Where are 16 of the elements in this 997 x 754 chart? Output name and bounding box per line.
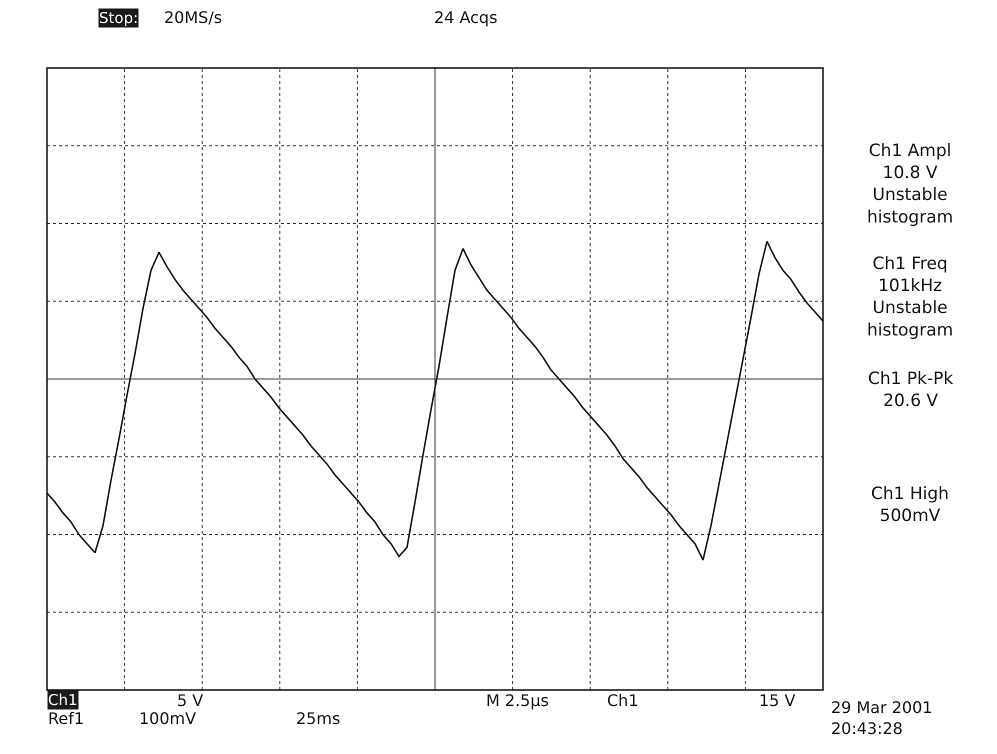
text: Ch1 Pk-Pk 20.6 V bbox=[868, 369, 954, 412]
text: Ch1 Freq 101kHz Unstable histogram bbox=[867, 254, 954, 340]
text: Ref1 bbox=[48, 709, 84, 728]
text: Ch1 bbox=[607, 691, 638, 710]
text: 100mV bbox=[139, 709, 196, 728]
text: 29 Mar 2001 20:43:28 bbox=[831, 698, 932, 738]
text: M 2.5µs bbox=[486, 691, 549, 710]
text: Ch1 Ampl 10.8 V Unstable histogram bbox=[867, 141, 954, 228]
text: 24 Acqs bbox=[434, 8, 498, 27]
text: Stop: bbox=[99, 9, 138, 27]
text: 25ms bbox=[296, 709, 340, 728]
text: 20MS/s bbox=[164, 8, 222, 27]
text: Ch1 High 500mV bbox=[871, 484, 949, 526]
text: 15 V bbox=[759, 691, 796, 710]
text: Ch1 bbox=[48, 691, 78, 709]
text: 5 V bbox=[177, 691, 204, 710]
